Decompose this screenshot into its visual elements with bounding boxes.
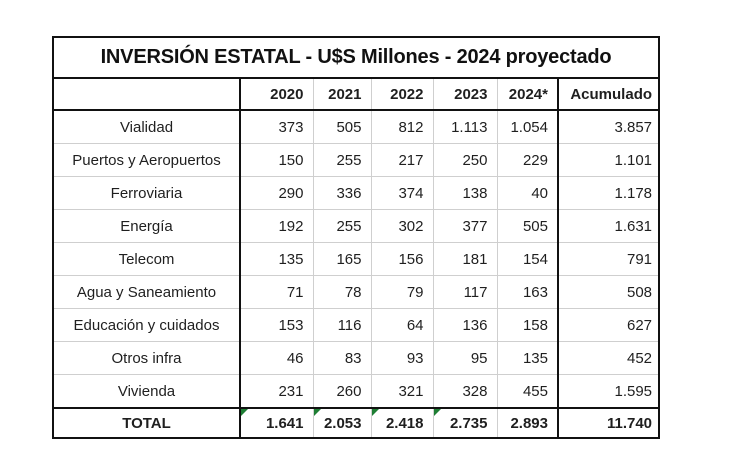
- value-cell: 455: [497, 374, 559, 408]
- value-cell: 93: [371, 341, 434, 375]
- error-flag-icon: [241, 410, 248, 416]
- value-cell: 192: [240, 209, 314, 243]
- table-row-energia: Energía 192 255 302 377 505 1.631: [53, 209, 660, 243]
- row-label: Ferroviaria: [53, 176, 241, 210]
- value-cell: 136: [433, 308, 498, 342]
- investment-table: INVERSIÓN ESTATAL - U$S Millones - 2024 …: [52, 36, 661, 439]
- value-cell: 231: [240, 374, 314, 408]
- error-flag-icon: [433, 410, 441, 416]
- table-row-otros-infra: Otros infra 46 83 93 95 135 452: [53, 341, 660, 375]
- total-row: TOTAL 1.641 2.053 2.418 2.735 2.893 11.7…: [53, 407, 660, 438]
- value-cell: 1.178: [558, 176, 660, 210]
- row-label: Otros infra: [53, 341, 241, 375]
- value-cell: 165: [313, 242, 372, 276]
- value-cell: 374: [371, 176, 434, 210]
- value-cell: 138: [433, 176, 498, 210]
- value-cell: 505: [497, 209, 559, 243]
- total-value-cell: 2.418: [371, 407, 434, 438]
- col-header-2020: 2020: [240, 78, 314, 111]
- value-cell: 321: [371, 374, 434, 408]
- value-cell: 156: [371, 242, 434, 276]
- table-row-agua: Agua y Saneamiento 71 78 79 117 163 508: [53, 275, 660, 309]
- error-flag-icon: [371, 410, 379, 416]
- value-cell: 163: [497, 275, 559, 309]
- value-cell: 1.631: [558, 209, 660, 243]
- title-row: INVERSIÓN ESTATAL - U$S Millones - 2024 …: [53, 37, 660, 79]
- value-cell: 373: [240, 109, 314, 144]
- value-cell: 95: [433, 341, 498, 375]
- row-label: Telecom: [53, 242, 241, 276]
- value-cell: 217: [371, 143, 434, 177]
- value-cell: 150: [240, 143, 314, 177]
- row-label: Educación y cuidados: [53, 308, 241, 342]
- value-cell: 46: [240, 341, 314, 375]
- value-cell: 117: [433, 275, 498, 309]
- value-cell: 1.113: [433, 109, 498, 144]
- value-cell: 83: [313, 341, 372, 375]
- row-label: Puertos y Aeropuertos: [53, 143, 241, 177]
- total-value-cell: 1.641: [240, 407, 314, 438]
- row-label: Vivienda: [53, 374, 241, 408]
- value-cell: 255: [313, 143, 372, 177]
- table-row-educacion: Educación y cuidados 153 116 64 136 158 …: [53, 308, 660, 342]
- row-label: Vialidad: [53, 109, 241, 144]
- value-cell: 135: [497, 341, 559, 375]
- value-cell: 78: [313, 275, 372, 309]
- value-cell: 255: [313, 209, 372, 243]
- value-cell: 154: [497, 242, 559, 276]
- table-row-vialidad: Vialidad 373 505 812 1.113 1.054 3.857: [53, 109, 660, 144]
- value-cell: 158: [497, 308, 559, 342]
- value-cell: 336: [313, 176, 372, 210]
- value-cell: 71: [240, 275, 314, 309]
- value-cell: 505: [313, 109, 372, 144]
- value-cell: 290: [240, 176, 314, 210]
- total-label: TOTAL: [53, 407, 241, 438]
- value-cell: 153: [240, 308, 314, 342]
- value-cell: 302: [371, 209, 434, 243]
- value-cell: 812: [371, 109, 434, 144]
- table-title: INVERSIÓN ESTATAL - U$S Millones - 2024 …: [53, 37, 660, 79]
- value-cell: 1.101: [558, 143, 660, 177]
- value-cell: 452: [558, 341, 660, 375]
- value-cell: 508: [558, 275, 660, 309]
- total-value-cell: 11.740: [558, 407, 660, 438]
- value-cell: 260: [313, 374, 372, 408]
- header-row: 2020 2021 2022 2023 2024* Acumulado: [53, 78, 660, 111]
- col-header-2023: 2023: [433, 78, 498, 111]
- value-cell: 627: [558, 308, 660, 342]
- total-value-cell: 2.735: [433, 407, 498, 438]
- value-cell: 1.595: [558, 374, 660, 408]
- table-row-vivienda: Vivienda 231 260 321 328 455 1.595: [53, 374, 660, 408]
- total-value-cell: 2.893: [497, 407, 559, 438]
- value-cell: 1.054: [497, 109, 559, 144]
- table-row-puertos: Puertos y Aeropuertos 150 255 217 250 22…: [53, 143, 660, 177]
- col-header-acumulado: Acumulado: [558, 78, 660, 111]
- value-cell: 328: [433, 374, 498, 408]
- value-cell: 79: [371, 275, 434, 309]
- value-cell: 3.857: [558, 109, 660, 144]
- row-label: Energía: [53, 209, 241, 243]
- value-cell: 181: [433, 242, 498, 276]
- col-header-2022: 2022: [371, 78, 434, 111]
- value-cell: 116: [313, 308, 372, 342]
- col-header-2021: 2021: [313, 78, 372, 111]
- value-cell: 64: [371, 308, 434, 342]
- total-value-cell: 2.053: [313, 407, 372, 438]
- col-header-2024: 2024*: [497, 78, 559, 111]
- table-row-telecom: Telecom 135 165 156 181 154 791: [53, 242, 660, 276]
- value-cell: 377: [433, 209, 498, 243]
- value-cell: 250: [433, 143, 498, 177]
- value-cell: 229: [497, 143, 559, 177]
- value-cell: 791: [558, 242, 660, 276]
- corner-cell: [53, 78, 241, 111]
- value-cell: 135: [240, 242, 314, 276]
- error-flag-icon: [313, 410, 321, 416]
- value-cell: 40: [497, 176, 559, 210]
- row-label: Agua y Saneamiento: [53, 275, 241, 309]
- table-row-ferroviaria: Ferroviaria 290 336 374 138 40 1.178: [53, 176, 660, 210]
